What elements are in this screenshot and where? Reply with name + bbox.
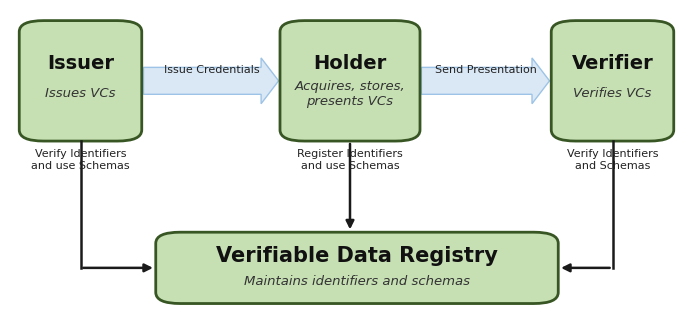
Text: Verifies VCs: Verifies VCs [573,87,652,100]
FancyBboxPatch shape [156,232,559,304]
FancyBboxPatch shape [20,21,141,141]
FancyBboxPatch shape [280,21,420,141]
Text: Maintains identifiers and schemas: Maintains identifiers and schemas [244,275,470,288]
Text: Verify Identifiers
and Schemas: Verify Identifiers and Schemas [567,149,658,171]
FancyBboxPatch shape [552,21,673,141]
Polygon shape [421,58,550,104]
Polygon shape [144,58,279,104]
Text: Acquires, stores,
presents VCs: Acquires, stores, presents VCs [295,80,405,107]
Text: Verifiable Data Registry: Verifiable Data Registry [216,246,498,266]
Text: Holder: Holder [314,54,386,73]
Text: Issue Credentials: Issue Credentials [164,65,259,75]
Text: Issuer: Issuer [47,54,114,73]
Text: Verify Identifiers
and use Schemas: Verify Identifiers and use Schemas [32,149,130,171]
Text: Send Presentation: Send Presentation [435,65,537,75]
Text: Verifier: Verifier [572,54,653,73]
Text: Issues VCs: Issues VCs [46,87,116,100]
Text: Register Identifiers
and use Schemas: Register Identifiers and use Schemas [297,149,403,171]
